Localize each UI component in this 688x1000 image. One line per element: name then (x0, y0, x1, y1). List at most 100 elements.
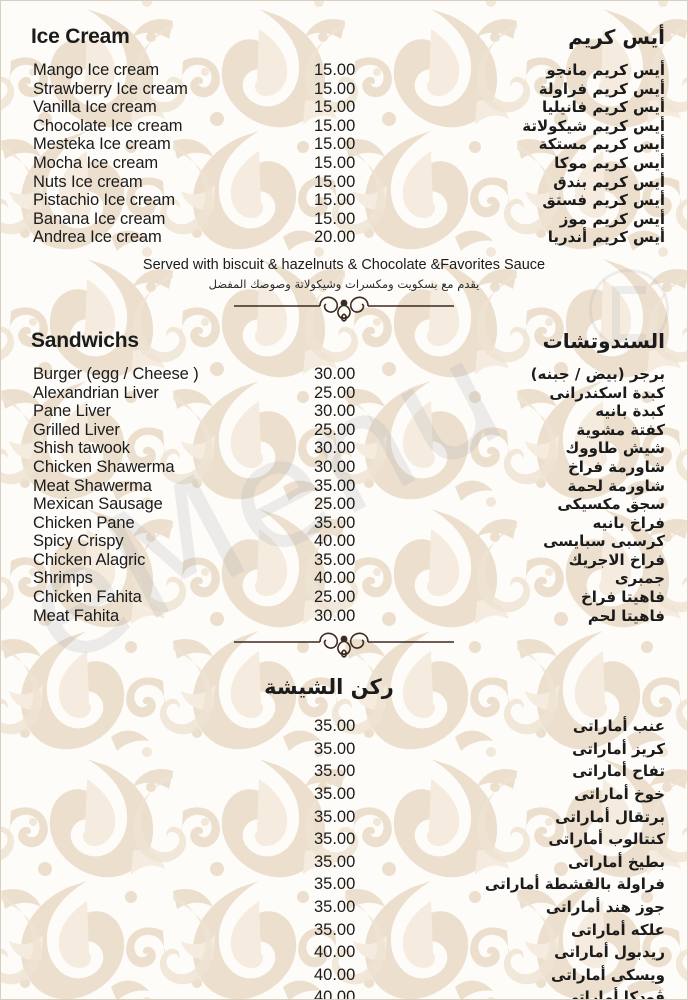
menu-item[interactable]: 35.00 كريز أماراتى (1, 738, 687, 761)
item-name-ar: جوز هند أماراتى (545, 898, 665, 916)
menu-item[interactable]: 35.00 برتقال أماراتى (1, 806, 687, 829)
item-name-ar: ويسكى أماراتى (551, 965, 665, 984)
section-header-sandwichs: Sandwichs السندوتشات (1, 329, 687, 359)
item-name-ar: بطيخ أماراتى (567, 852, 665, 871)
item-list-ice-cream: Mango Ice cream 15.00 أيس كريم مانجو Str… (1, 61, 687, 247)
section-ice-cream: Ice Cream أيس كريم Mango Ice cream 15.00… (1, 1, 687, 291)
menu-item[interactable]: Banana Ice cream 15.00 أيس كريم موز (1, 210, 687, 229)
item-price: 15.00 (314, 153, 356, 172)
item-name-ar: أيس كريم موز (559, 209, 665, 228)
menu-item[interactable]: Pistachio Ice cream 15.00 أيس كريم فستق (1, 191, 687, 210)
item-name-ar: كفتة مشوية (576, 420, 665, 439)
menu-item[interactable]: Chicken Alagric 35.00 فراخ الاجريك (1, 551, 687, 570)
item-price: 30.00 (314, 606, 356, 625)
menu-item[interactable]: Alexandrian Liver 25.00 كبدة اسكندرانى (1, 384, 687, 403)
section-title-en: Ice Cream (31, 25, 130, 48)
item-price: 30.00 (314, 364, 356, 383)
item-name-ar: أيس كريم فراولة (538, 79, 665, 98)
menu-item[interactable]: Chicken Fahita 25.00 فاهيتا فراخ (1, 588, 687, 607)
item-price: 15.00 (314, 191, 356, 210)
menu-item[interactable]: 40.00 ڤودكا أماراتى (1, 986, 687, 999)
item-name-en: Grilled Liver (33, 420, 120, 439)
item-name-en: Pistachio Ice cream (33, 191, 176, 210)
section-title-ar: السندوتشات (542, 328, 665, 353)
item-name-en: Meat Fahita (33, 606, 120, 625)
item-price: 35.00 (314, 717, 356, 736)
menu-item[interactable]: 35.00 فراولة بالقشطة أماراتى (1, 873, 687, 896)
item-name-en: Chocolate Ice cream (33, 116, 183, 135)
serving-note-ar: يقدم مع بسكويت ومكسرات وشيكولاتة وصوصك ا… (208, 276, 480, 291)
menu-item[interactable]: Nuts Ice cream 15.00 أيس كريم بندق (1, 173, 687, 192)
menu-item[interactable]: 35.00 بطيخ أماراتى (1, 851, 687, 874)
menu-item[interactable]: Chicken Pane 35.00 فراخ بانيه (1, 514, 687, 533)
menu-item[interactable]: 35.00 علكه أماراتى (1, 919, 687, 942)
menu-item[interactable]: 35.00 خوخ أماراتى (1, 783, 687, 806)
item-price: 35.00 (314, 807, 356, 826)
menu-item[interactable]: Burger (egg / Cheese ) 30.00 برجر (بيض /… (1, 365, 687, 384)
menu-item[interactable]: 35.00 جوز هند أماراتى (1, 896, 687, 919)
item-name-ar: فاهيتا لحم (587, 606, 665, 625)
item-price: 30.00 (314, 402, 356, 421)
item-name-ar: أيس كريم شيكولاتة (522, 116, 665, 135)
item-name-en: Burger (egg / Cheese ) (33, 364, 199, 383)
item-price: 35.00 (314, 830, 356, 849)
item-price: 25.00 (314, 495, 356, 514)
menu-item[interactable]: Mango Ice cream 15.00 أيس كريم مانجو (1, 61, 687, 80)
menu-item[interactable]: Andrea Ice cream 20.00 أيس كريم أندريا (1, 228, 687, 247)
menu-item[interactable]: Grilled Liver 25.00 كفتة مشوية (1, 421, 687, 440)
menu-item[interactable]: Mesteka Ice cream 15.00 أيس كريم مستكة (1, 135, 687, 154)
menu-item[interactable]: Pane Liver 30.00 كبدة بانيه (1, 402, 687, 421)
item-name-ar: كبدة بانيه (595, 402, 665, 421)
item-name-en: Shrimps (33, 569, 93, 588)
item-price: 40.00 (314, 943, 356, 962)
item-name-ar: أيس كريم مانجو (546, 61, 665, 79)
menu-item[interactable]: 40.00 ريدبول أماراتى (1, 941, 687, 964)
menu-item[interactable]: Chocolate Ice cream 15.00 أيس كريم شيكول… (1, 117, 687, 136)
menu-item[interactable]: Vanilla Ice cream 15.00 أيس كريم فانيليا (1, 98, 687, 117)
item-name-en: Mocha Ice cream (33, 153, 159, 172)
item-price: 15.00 (314, 172, 356, 191)
item-price: 25.00 (314, 383, 356, 402)
menu-item[interactable]: Meat Fahita 30.00 فاهيتا لحم (1, 607, 687, 626)
item-name-ar: تفاح أماراتى (572, 762, 665, 781)
item-price: 25.00 (314, 588, 356, 607)
menu-item[interactable]: Spicy Crispy 40.00 كرسبى سبايسى (1, 532, 687, 551)
item-name-ar: علكه أماراتى (570, 920, 665, 939)
item-price: 35.00 (314, 785, 356, 804)
menu-item[interactable]: Shrimps 40.00 جمبرى (1, 569, 687, 588)
ornamental-divider (1, 629, 687, 659)
item-name-ar: كنتالوب أماراتى (548, 830, 665, 849)
item-name-en: Chicken Pane (33, 513, 135, 532)
item-name-ar: أيس كريم فانيليا (542, 98, 665, 117)
item-name-ar: برجر (بيض / جبنه) (530, 364, 665, 383)
item-name-ar: أيس كريم فستق (542, 191, 665, 210)
menu-item[interactable]: Shish tawook 30.00 شيش طاووك (1, 439, 687, 458)
item-price: 30.00 (314, 457, 356, 476)
item-name-en: Strawberry Ice cream (33, 79, 188, 98)
menu-item[interactable]: Chicken Shawerma 30.00 شاورمة فراخ (1, 458, 687, 477)
menu-item[interactable]: 35.00 كنتالوب أماراتى (1, 828, 687, 851)
item-name-ar: كبدة اسكندرانى (549, 383, 665, 402)
menu-item[interactable]: Mocha Ice cream 15.00 أيس كريم موكا (1, 154, 687, 173)
item-name-ar: سجق مكسيكى (557, 495, 665, 514)
item-name-ar: خوخ أماراتى (574, 785, 665, 804)
item-name-en: Shish tawook (33, 439, 130, 458)
item-list-sandwichs: Burger (egg / Cheese ) 30.00 برجر (بيض /… (1, 365, 687, 625)
section-title-en: Sandwichs (31, 328, 139, 352)
menu-item[interactable]: 35.00 تفاح أماراتى (1, 760, 687, 783)
item-price: 15.00 (314, 116, 356, 135)
item-name-ar: أيس كريم مستكة (538, 135, 665, 154)
item-price: 20.00 (314, 228, 356, 247)
item-price: 25.00 (314, 420, 356, 439)
item-name-en: Pane Liver (33, 402, 111, 421)
item-price: 35.00 (314, 920, 356, 939)
item-name-en: Alexandrian Liver (33, 383, 159, 402)
menu-item[interactable]: 40.00 ويسكى أماراتى (1, 964, 687, 987)
menu-item[interactable]: Mexican Sausage 25.00 سجق مكسيكى (1, 495, 687, 514)
menu-item[interactable]: Meat Shawerma 35.00 شاورمة لحمة (1, 477, 687, 496)
menu-item[interactable]: Strawberry Ice cream 15.00 أيس كريم فراو… (1, 80, 687, 99)
item-price: 40.00 (314, 569, 356, 588)
menu-item[interactable]: 35.00 عنب أماراتى (1, 715, 687, 738)
